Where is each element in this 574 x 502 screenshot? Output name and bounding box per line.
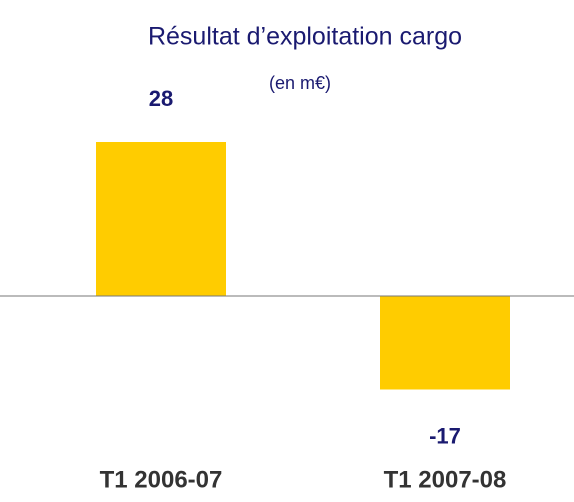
value-label: 28 — [149, 86, 173, 111]
value-label: -17 — [429, 423, 461, 448]
chart-title: Résultat d’exploitation cargo — [148, 23, 462, 51]
x-tick-label: T1 2006-07 — [100, 466, 223, 493]
chart-subtitle: (en m€) — [269, 73, 331, 93]
x-tick-label: T1 2007-08 — [384, 466, 507, 493]
bar — [96, 142, 226, 296]
bar — [380, 296, 510, 390]
